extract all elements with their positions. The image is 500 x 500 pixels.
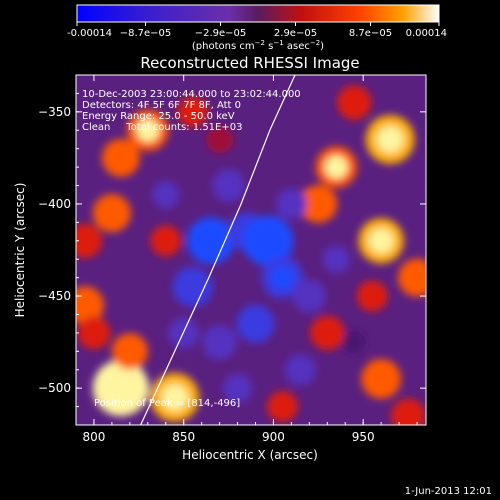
- colorbar-tick-label: 8.7e−05: [349, 28, 392, 39]
- heatmap-blob-core: [161, 383, 189, 411]
- heatmap-blob: [275, 188, 307, 220]
- heatmap-blob: [299, 184, 338, 223]
- heatmap-blob-core: [254, 226, 282, 255]
- heatmap-blob: [177, 96, 209, 128]
- heatmap-blob: [202, 324, 237, 360]
- heatmap-blob: [172, 266, 213, 307]
- x-tick-label: 950: [352, 430, 375, 444]
- heatmap-blob: [361, 359, 402, 399]
- colorbar-tick-label: −8.7e−05: [120, 28, 172, 39]
- y-tick-label: −350: [38, 105, 71, 119]
- x-tick-label: 800: [82, 430, 105, 444]
- colorbar-tick-label: −2.9e−05: [195, 28, 247, 39]
- colorbar-tick-label: 0.00014: [406, 28, 447, 39]
- annotation-detectors: Detectors: 4F 5F 6F 7F 8F, Att 0: [82, 100, 241, 111]
- x-axis-label: Heliocentric X (arcsec): [182, 448, 318, 462]
- heatmap-blob: [205, 125, 234, 154]
- heatmap-blob: [77, 316, 111, 350]
- x-tick-label: 850: [172, 430, 195, 444]
- y-axis-label: Heliocentric Y (arcsec): [13, 183, 27, 318]
- colorbar-ticks: -0.00014 −8.7e−05 −2.9e−05 2.9e−05 8.7e−05 0.…: [67, 22, 447, 39]
- heatmap-blob-core: [105, 372, 137, 404]
- heatmap-blob: [150, 225, 182, 257]
- y-tick-label: −500: [38, 381, 71, 395]
- x-axis: 800 850 900 950: [82, 75, 418, 444]
- heatmap-blob: [390, 398, 426, 425]
- heatmap-blob: [356, 280, 388, 312]
- colorbar-tick-label: -0.00014: [67, 28, 112, 39]
- footer-date: 1-Jun-2013 12:01: [405, 486, 492, 497]
- heatmap-blob-core: [270, 266, 294, 290]
- heatmap-blob-core: [324, 155, 348, 179]
- heatmap-blob: [236, 304, 275, 343]
- annotation-time: 10-Dec-2003 23:00:44.000 to 23:02:44.000: [82, 89, 301, 100]
- heatmap-blob-core: [376, 126, 404, 153]
- heatmap-blob: [342, 330, 367, 354]
- heatmap-blob: [322, 245, 350, 273]
- colorbar-tick-label: 2.9e−05: [274, 28, 317, 39]
- heatmap-blob: [310, 315, 345, 351]
- solar-limb-curve: [140, 75, 296, 425]
- heatmap-image: [76, 75, 426, 425]
- annotation-counts: Clean Total counts: 1.51E+03: [82, 122, 242, 133]
- y-axis: −350 −400 −450 −500: [38, 92, 426, 408]
- heatmap-blob: [92, 194, 131, 233]
- heatmap-blob: [267, 391, 298, 422]
- heatmap-blob: [76, 223, 103, 258]
- plot-frame: [75, 74, 427, 426]
- heatmap-blob-core: [136, 118, 160, 142]
- heatmap-blob: [284, 354, 316, 386]
- colorbar-unit-label: (photons cm−2 s−1 asec−2): [192, 39, 324, 52]
- heatmap-blobs: [76, 85, 426, 425]
- heatmap-blob-core: [368, 228, 394, 254]
- info-annotations: 10-Dec-2003 23:00:44.000 to 23:02:44.000…: [82, 89, 301, 133]
- y-tick-label: −400: [38, 197, 71, 211]
- heatmap-blob: [293, 279, 326, 313]
- heatmap-blob-core: [197, 227, 224, 254]
- colorbar: [76, 4, 440, 23]
- heatmap-blob: [76, 286, 104, 325]
- heatmap-blob: [111, 333, 148, 370]
- peak-position-label: Position of Peak = [814,-496]: [94, 398, 240, 409]
- heatmap-blob: [337, 85, 372, 120]
- heatmap-blob: [152, 181, 180, 209]
- x-tick-label: 900: [262, 430, 285, 444]
- heatmap-blob: [398, 258, 426, 297]
- heatmap-blob: [101, 138, 140, 177]
- heatmap-blob: [212, 169, 245, 202]
- annotation-energy: Energy Range: 25.0 - 50.0 keV: [82, 111, 235, 122]
- heatmap-blob: [223, 373, 253, 403]
- chart-title: Reconstructed RHESSI Image: [140, 54, 359, 72]
- y-tick-label: −450: [38, 289, 71, 303]
